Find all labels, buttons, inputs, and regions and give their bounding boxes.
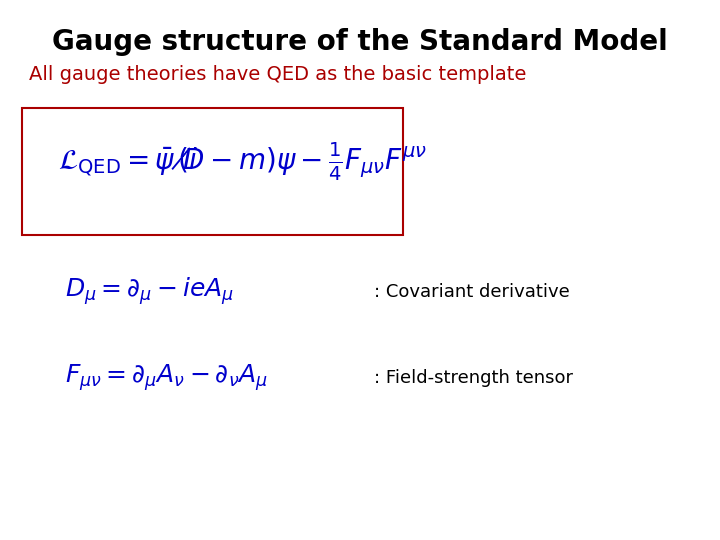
Text: All gauge theories have QED as the basic template: All gauge theories have QED as the basic… [29, 65, 526, 84]
Text: : Field-strength tensor: : Field-strength tensor [374, 369, 573, 387]
Text: $F_{\mu\nu} = \partial_{\mu}A_{\nu} - \partial_{\nu}A_{\mu}$: $F_{\mu\nu} = \partial_{\mu}A_{\nu} - \p… [65, 363, 268, 393]
Text: Gauge structure of the Standard Model: Gauge structure of the Standard Model [52, 28, 668, 56]
Text: $\mathcal{L}_{\mathrm{QED}} = \bar{\psi}\,(i\!\not\!\!D - m)\psi - \frac{1}{4}F_: $\mathcal{L}_{\mathrm{QED}} = \bar{\psi}… [58, 141, 426, 183]
Text: $D_{\mu} = \partial_{\mu} - ieA_{\mu}$: $D_{\mu} = \partial_{\mu} - ieA_{\mu}$ [65, 276, 234, 307]
Text: : Covariant derivative: : Covariant derivative [374, 282, 570, 301]
